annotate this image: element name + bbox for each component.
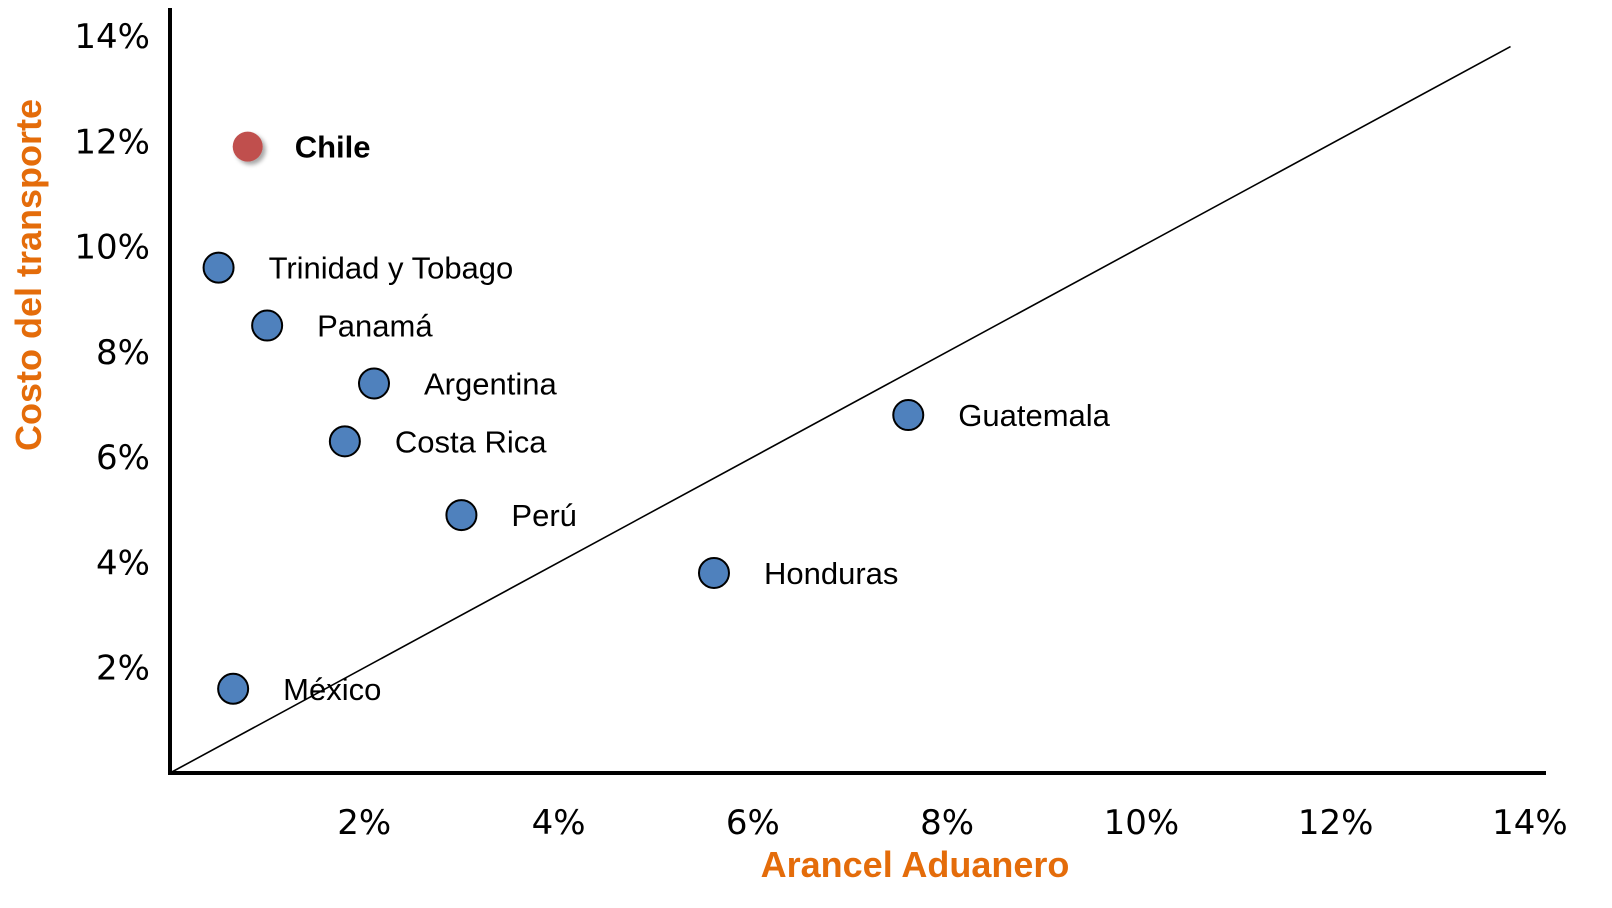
reference-line <box>169 45 1511 774</box>
point-labels: Chile Trinidad y Tobago Panamá Argentina Cos… <box>269 130 1111 707</box>
y-tick-label: 12% <box>74 122 150 162</box>
data-point <box>445 499 478 532</box>
data-point-label: Trinidad y Tobago <box>269 251 514 286</box>
data-point-label: México <box>283 672 381 707</box>
data-point-label: Honduras <box>764 556 898 591</box>
x-tick-label: 4% <box>532 803 586 843</box>
y-tick-label: 14% <box>74 17 150 57</box>
data-point <box>328 425 361 458</box>
y-axis-title: Costo del transporte <box>8 99 49 451</box>
y-tick-label: 2% <box>96 649 150 689</box>
x-tick-label: 10% <box>1104 803 1180 843</box>
x-axis-title: Arancel Aduanero <box>761 844 1070 885</box>
data-point-label: Guatemala <box>958 398 1110 433</box>
x-tick-label: 6% <box>726 803 780 843</box>
data-point <box>697 556 730 589</box>
data-points <box>202 131 925 705</box>
x-tick-label: 14% <box>1492 803 1568 843</box>
y-tick-label: 10% <box>74 228 150 268</box>
y-tick-label: 6% <box>96 438 150 478</box>
data-point <box>892 399 925 432</box>
data-point <box>202 251 235 284</box>
data-point <box>217 672 250 705</box>
data-point-label: Perú <box>511 498 576 533</box>
data-point <box>251 309 284 342</box>
data-point-label-highlight: Chile <box>295 130 371 165</box>
data-point <box>357 367 390 400</box>
data-point-label: Costa Rica <box>395 424 547 459</box>
x-tick-label: 8% <box>920 803 974 843</box>
data-point-label: Panamá <box>317 309 433 344</box>
data-point-label: Argentina <box>424 366 557 401</box>
reference-line-group <box>169 45 1511 774</box>
x-tick-label: 12% <box>1298 803 1374 843</box>
x-tick-label: 2% <box>337 803 391 843</box>
data-point-highlight <box>232 131 263 162</box>
y-tick-label: 8% <box>96 333 150 373</box>
axes: 2% 4% 6% 8% 10% 12% 14% 2% 4% 6% 8% 10% 12% 14% <box>74 8 1568 843</box>
y-tick-label: 4% <box>96 543 150 583</box>
